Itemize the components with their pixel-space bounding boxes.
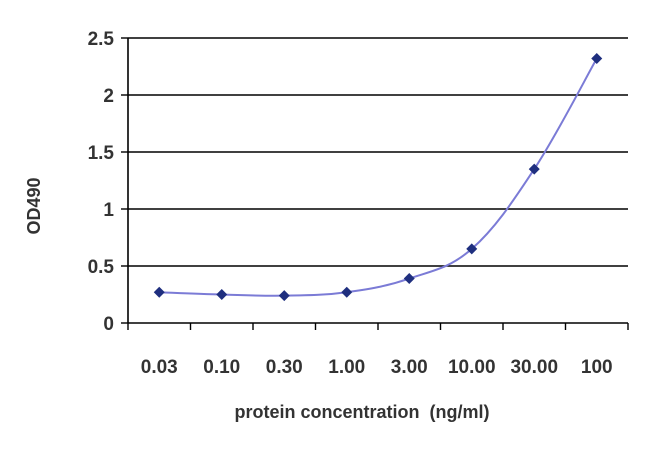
- x-axis-title: protein concentration (ng/ml): [235, 402, 490, 422]
- data-point: [403, 273, 415, 285]
- y-tick-label: 1.5: [88, 143, 115, 164]
- gridlines: [128, 37, 628, 267]
- y-tick-labels: 0 0.5 1 1.5 2 2.5: [88, 29, 115, 335]
- data-point: [466, 243, 478, 255]
- axes: [121, 37, 629, 330]
- x-tick-labels: 0.03 0.10 0.30 1.00 3.00 10.00 30.00 100: [141, 357, 613, 378]
- y-axis-title: OD490: [24, 177, 44, 234]
- x-tick-label: 30.00: [510, 357, 558, 378]
- data-point: [341, 286, 353, 298]
- y-tick-label: 0.5: [88, 257, 115, 278]
- x-tick-label: 3.00: [391, 357, 428, 378]
- data-point: [216, 289, 228, 300]
- y-tick-label: 2: [103, 86, 114, 107]
- series-layer: [153, 53, 603, 302]
- data-point: [528, 163, 540, 175]
- y-tick-label: 0: [103, 314, 114, 335]
- x-tick-label: 0.03: [141, 357, 178, 378]
- y-tick-label: 2.5: [88, 29, 115, 50]
- x-tick-label: 0.10: [203, 357, 240, 378]
- y-tick-label: 1: [103, 200, 114, 221]
- x-tick-label: 0.30: [266, 357, 303, 378]
- data-point: [278, 290, 290, 302]
- data-point: [591, 53, 603, 65]
- data-point: [153, 286, 165, 298]
- x-tick-label: 10.00: [448, 357, 496, 378]
- x-tick-label: 100: [581, 357, 613, 378]
- x-tick-label: 1.00: [328, 357, 365, 378]
- series-line: [159, 58, 598, 297]
